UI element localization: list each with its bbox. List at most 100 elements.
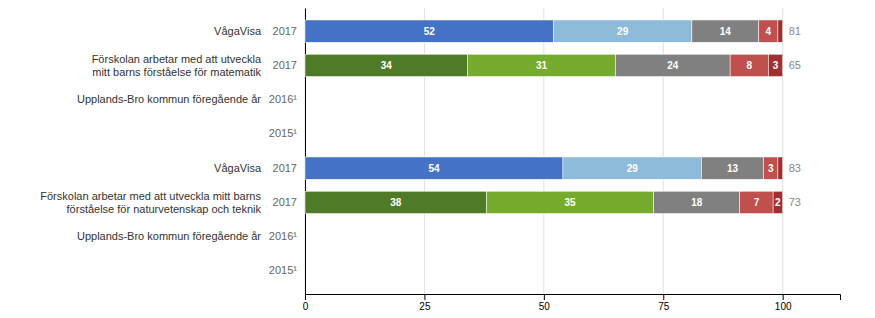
tick-label: 2015¹: [269, 127, 297, 139]
tick-label: 2016¹: [269, 230, 297, 242]
x-axis: 0 25 50 75 100: [303, 294, 841, 312]
bars: [305, 20, 783, 214]
data-label: 29: [617, 26, 629, 37]
bar: [759, 20, 778, 42]
data-label: 31: [536, 60, 548, 71]
data-label: 34: [381, 60, 393, 71]
row-label-line: Upplands-Bro kommun föregående år: [77, 93, 261, 105]
bar: [778, 20, 783, 42]
data-label: 4: [766, 26, 772, 37]
total-label: 65: [789, 59, 801, 71]
row-label-line: VågaVisa: [214, 25, 262, 37]
row-labels: VågaVisa Förskolan arbetar med att utveck…: [40, 25, 262, 243]
tick-label: 0: [303, 301, 309, 312]
data-label: 3: [768, 163, 774, 174]
tick-label: 2017: [273, 162, 297, 174]
y-tick: 2016¹: [269, 93, 305, 105]
bar: [730, 54, 768, 76]
y-tick: 2015¹: [269, 127, 305, 139]
axis-line: [306, 295, 841, 301]
row-label: VågaVisa: [214, 162, 262, 174]
bar: [701, 157, 763, 179]
data-label: 54: [428, 163, 440, 174]
bar: [305, 54, 467, 76]
tick-label: 100: [775, 301, 792, 312]
tick-mark: [424, 294, 425, 300]
row-label: Förskolan arbetar med att utvecklamitt b…: [92, 53, 262, 78]
data-label: 7: [754, 197, 760, 208]
bar: [563, 157, 702, 179]
row-label-line: Upplands-Bro kommun föregående år: [77, 230, 261, 242]
data-label: 24: [667, 60, 679, 71]
plot: 0 25 50 75 100 2017 2017 2016¹ 2015¹ 2017 2017 2016…: [40, 8, 840, 312]
x-tick: 50: [539, 294, 551, 312]
grid-line: [424, 8, 425, 294]
data-label: 13: [727, 163, 739, 174]
row-label-line: Förskolan arbetar med att utveckla mitt …: [40, 190, 261, 202]
data-label: 35: [565, 197, 577, 208]
bar: [740, 191, 773, 213]
y-tick: 2017: [273, 59, 305, 71]
tick-mark: [544, 294, 545, 300]
tick-label: 75: [658, 301, 670, 312]
tick-label: 25: [419, 301, 431, 312]
y-axis: 2017 2017 2016¹ 2015¹ 2017 2017 2016¹ 2015¹: [269, 9, 306, 295]
grid-line: [543, 8, 544, 294]
y-tick: 2016¹: [269, 230, 305, 242]
grid-line: [663, 8, 664, 294]
chart: 0 25 50 75 100 2017 2017 2016¹ 2015¹ 2017 2017 2016…: [0, 0, 875, 318]
grid: [305, 8, 783, 294]
bar: [467, 54, 615, 76]
x-tick: 0: [303, 294, 309, 312]
data-label: 29: [627, 163, 639, 174]
bar: [692, 20, 759, 42]
tick-mark: [305, 294, 306, 300]
grid-line: [305, 8, 306, 294]
bar: [773, 191, 783, 213]
data-label: 38: [390, 197, 402, 208]
y-tick: 2017: [273, 162, 305, 174]
tick-label: 2017: [273, 59, 297, 71]
bar: [654, 191, 740, 213]
axis-line: [305, 9, 306, 295]
total-label: 73: [789, 196, 801, 208]
x-tick: 75: [658, 294, 670, 312]
bar: [764, 157, 778, 179]
bar: [615, 54, 730, 76]
row-label-line: VågaVisa: [214, 162, 262, 174]
total-label: 83: [789, 162, 801, 174]
data-label: 3: [773, 60, 779, 71]
bar: [305, 191, 487, 213]
bar: [305, 157, 563, 179]
row-label-line: mitt barns förståelse för matematik: [92, 66, 261, 78]
tick-mark: [663, 294, 664, 300]
bar: [768, 54, 782, 76]
row-label: Upplands-Bro kommun föregående år: [77, 93, 261, 105]
data-label: 8: [746, 60, 752, 71]
bar: [305, 20, 553, 42]
y-tick: 2015¹: [269, 264, 305, 276]
bar: [778, 157, 783, 179]
row-label-line: förståelse för naturvetenskap och teknik: [67, 203, 262, 215]
data-label: 52: [424, 26, 436, 37]
tick-label: 2017: [273, 196, 297, 208]
row-label: Upplands-Bro kommun föregående år: [77, 230, 261, 242]
bar: [487, 191, 654, 213]
data-labels: 52 29 14 4 34 31 24 8 3 54 29 13 3 38 35 18 7 2: [381, 26, 781, 208]
bar: [553, 20, 692, 42]
row-label: VågaVisa: [214, 25, 262, 37]
row-label-line: Förskolan arbetar med att utveckla: [92, 53, 262, 65]
row-label: Förskolan arbetar med att utveckla mitt …: [40, 190, 261, 215]
y-tick: 2017: [273, 25, 305, 37]
grid-line: [782, 8, 783, 294]
y-tick: 2017: [273, 196, 305, 208]
data-label: 14: [720, 26, 732, 37]
tick-label: 2017: [273, 25, 297, 37]
data-label: 2: [775, 197, 781, 208]
data-label: 18: [691, 197, 703, 208]
tick-label: 50: [539, 301, 551, 312]
totals: 81 65 83 73: [789, 25, 801, 208]
total-label: 81: [789, 25, 801, 37]
x-tick: 25: [419, 294, 431, 312]
x-tick: 100: [775, 294, 792, 312]
